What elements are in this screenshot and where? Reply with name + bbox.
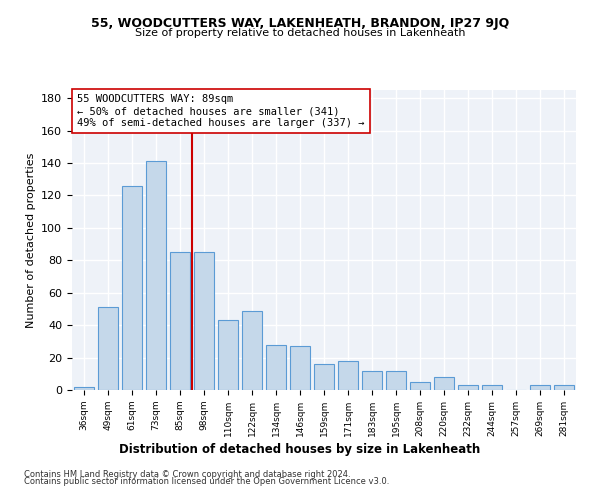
Text: Contains HM Land Registry data © Crown copyright and database right 2024.: Contains HM Land Registry data © Crown c… <box>24 470 350 479</box>
Y-axis label: Number of detached properties: Number of detached properties <box>26 152 35 328</box>
Text: 55 WOODCUTTERS WAY: 89sqm
← 50% of detached houses are smaller (341)
49% of semi: 55 WOODCUTTERS WAY: 89sqm ← 50% of detac… <box>77 94 365 128</box>
Bar <box>146 162 166 390</box>
Bar <box>482 385 502 390</box>
Bar <box>98 308 118 390</box>
Text: Distribution of detached houses by size in Lakenheath: Distribution of detached houses by size … <box>119 442 481 456</box>
Bar <box>194 252 214 390</box>
Bar <box>266 344 286 390</box>
Text: Contains public sector information licensed under the Open Government Licence v3: Contains public sector information licen… <box>24 478 389 486</box>
Bar <box>314 364 334 390</box>
Bar <box>74 387 94 390</box>
Bar <box>458 385 478 390</box>
Bar <box>218 320 238 390</box>
Bar <box>434 377 454 390</box>
Bar <box>410 382 430 390</box>
Bar <box>530 385 550 390</box>
Bar <box>338 361 358 390</box>
Bar <box>554 385 574 390</box>
Text: Size of property relative to detached houses in Lakenheath: Size of property relative to detached ho… <box>135 28 465 38</box>
Bar <box>386 370 406 390</box>
Bar <box>170 252 190 390</box>
Bar <box>122 186 142 390</box>
Bar <box>290 346 310 390</box>
Bar <box>362 370 382 390</box>
Text: 55, WOODCUTTERS WAY, LAKENHEATH, BRANDON, IP27 9JQ: 55, WOODCUTTERS WAY, LAKENHEATH, BRANDON… <box>91 18 509 30</box>
Bar <box>242 310 262 390</box>
